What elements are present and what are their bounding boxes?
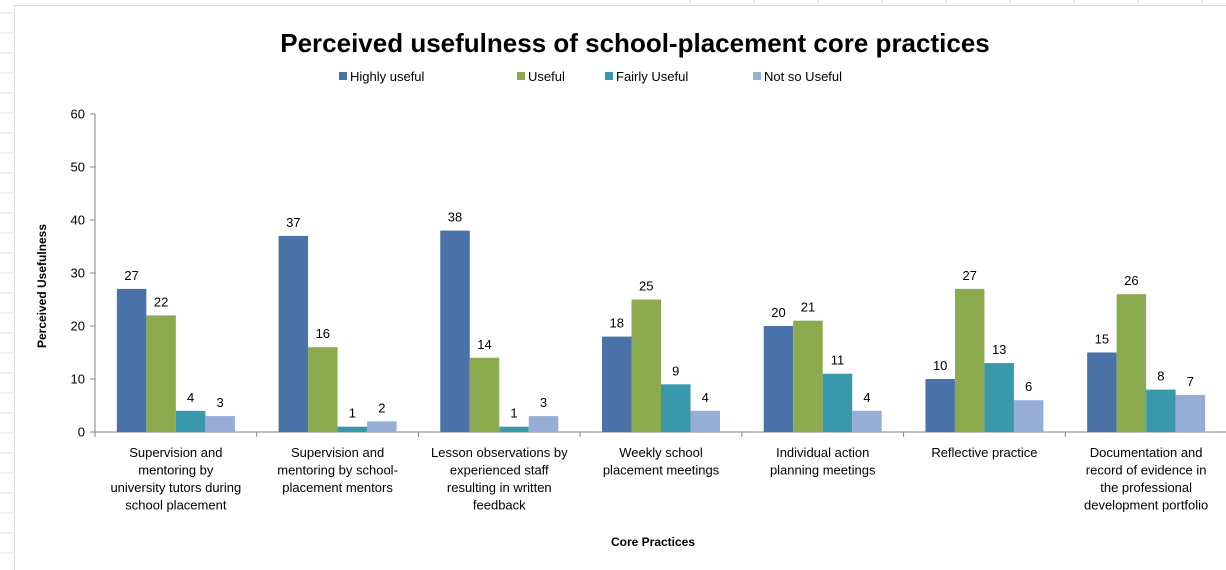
data-label: 27: [962, 268, 976, 283]
bar: [1146, 389, 1176, 432]
bar: [954, 288, 985, 432]
data-label: 21: [801, 300, 815, 315]
bar: [175, 410, 206, 432]
bar: [1175, 394, 1206, 432]
y-tick-label: 40: [71, 213, 85, 228]
legend-label: Useful: [528, 69, 565, 84]
bar: [822, 373, 853, 432]
y-axis: 0 10 20 30 40 50 60: [71, 107, 96, 440]
bar: [499, 426, 529, 432]
bar: [661, 384, 691, 432]
x-tick-label: Supervision and mentoring by school-place…: [277, 445, 398, 495]
data-label: 1: [349, 406, 356, 421]
bar: [1087, 352, 1117, 432]
data-label: 20: [771, 305, 785, 320]
bar: [146, 315, 176, 432]
data-label: 38: [448, 210, 462, 225]
bar: [984, 363, 1014, 432]
bar: [631, 299, 661, 432]
x-tick-label: Lesson observations by experienced staff r…: [431, 445, 568, 513]
legend-label: Fairly Useful: [616, 69, 688, 84]
data-label: 4: [863, 390, 870, 405]
bar: [793, 320, 823, 432]
x-tick-label: Weekly school placement meetings: [603, 445, 720, 478]
legend-swatch: [517, 72, 525, 80]
data-label: 14: [477, 337, 491, 352]
bar: [205, 416, 235, 432]
data-label: 13: [992, 342, 1006, 357]
bar: [337, 426, 368, 432]
bar: [690, 410, 720, 432]
data-label: 18: [610, 316, 624, 331]
y-tick-label: 30: [71, 266, 85, 281]
data-label: 3: [216, 395, 223, 410]
bar: [278, 235, 309, 432]
bar: [469, 357, 500, 432]
legend-label: Highly useful: [350, 69, 425, 84]
data-label: 9: [672, 363, 679, 378]
data-label: 27: [124, 268, 138, 283]
data-label: 22: [154, 294, 168, 309]
bar: [116, 288, 147, 432]
legend-swatch: [753, 72, 761, 80]
bars: [116, 230, 1206, 432]
data-label: 8: [1157, 369, 1164, 384]
data-label: 7: [1187, 374, 1194, 389]
data-label: 10: [933, 358, 947, 373]
bar: [528, 416, 559, 432]
bar: [852, 410, 882, 432]
data-label: 4: [702, 390, 709, 405]
data-label: 6: [1025, 379, 1032, 394]
x-tick-label: Reflective practice: [931, 445, 1037, 460]
legend-label: Not so Useful: [764, 69, 842, 84]
x-axis: Supervision and mentoring by university tu…: [94, 431, 1226, 513]
data-label: 26: [1124, 273, 1138, 288]
bar: [367, 421, 397, 432]
bar: [308, 347, 338, 432]
y-tick-label: 20: [71, 319, 85, 334]
y-tick-label: 50: [71, 160, 85, 175]
x-tick-label: Documentation and record of evidence in th…: [1084, 445, 1208, 513]
y-tick-label: 0: [78, 425, 85, 440]
bar: [1013, 400, 1044, 432]
data-label: 4: [187, 390, 194, 405]
data-label: 2: [378, 400, 385, 415]
y-axis-title: Perceived Usefulness: [35, 224, 49, 348]
data-label: 37: [286, 215, 300, 230]
bar: [925, 379, 955, 432]
x-tick-label: Supervision and mentoring by university tu…: [110, 445, 241, 513]
bar: [440, 230, 470, 432]
data-label: 11: [831, 353, 845, 368]
data-label: 3: [540, 395, 547, 410]
data-label: 1: [510, 406, 517, 421]
chart-area[interactable]: Perceived usefulness of school-placement…: [14, 5, 1226, 570]
x-axis-title: Core Practices: [611, 535, 695, 549]
data-label: 25: [639, 279, 653, 294]
bar: [763, 326, 794, 432]
legend-swatch: [605, 72, 613, 80]
bar: [602, 336, 632, 432]
bar-chart: Perceived usefulness of school-placement…: [35, 28, 1226, 549]
chart-title: Perceived usefulness of school-placement…: [280, 28, 990, 58]
data-label: 15: [1095, 332, 1109, 347]
x-tick-label: Individual action planning meetings: [770, 445, 876, 478]
y-tick-label: 10: [71, 372, 85, 387]
data-label: 16: [316, 326, 330, 341]
legend-swatch: [339, 72, 347, 80]
bar: [1116, 294, 1147, 432]
legend: Highly useful Useful Fairly Useful Not so U…: [339, 69, 842, 84]
y-tick-label: 60: [71, 107, 85, 122]
